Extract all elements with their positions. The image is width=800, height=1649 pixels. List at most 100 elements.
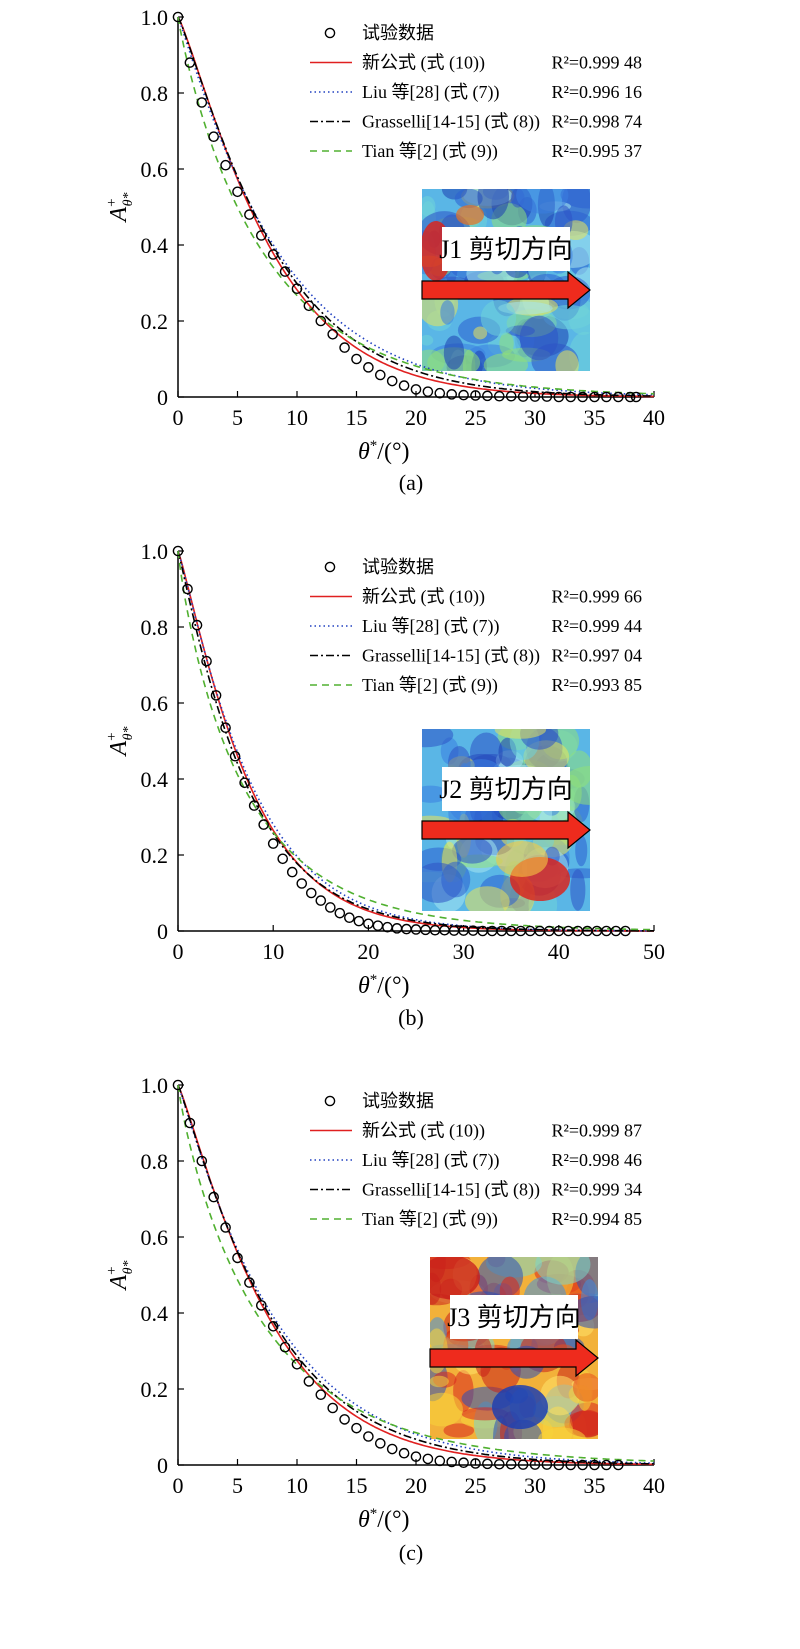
- x-tick-label: 15: [346, 405, 368, 430]
- y-tick-label: 0.6: [141, 1225, 169, 1250]
- data-point: [482, 390, 493, 402]
- data-point: [229, 750, 241, 762]
- data-point: [505, 390, 517, 402]
- data-point: [244, 1277, 255, 1288]
- legend-r2: R²=0.999 48: [551, 53, 642, 73]
- legend-label: 新公式 (式 (10)): [362, 53, 485, 74]
- data-point: [410, 924, 422, 935]
- legend-r2: R²=0.997 04: [551, 646, 642, 666]
- y-tick-label: 1.0: [141, 5, 169, 30]
- data-point: [220, 1222, 231, 1233]
- data-point: [267, 249, 279, 260]
- data-point: [398, 380, 410, 391]
- y-tick-label: 0.4: [141, 1301, 169, 1326]
- x-tick-label: 5: [232, 1473, 243, 1498]
- data-point: [220, 722, 231, 734]
- data-point: [315, 1389, 327, 1400]
- legend-label: Tian 等[2] (式 (9)): [362, 141, 498, 162]
- legend-marker: [324, 27, 336, 39]
- data-point: [553, 391, 565, 403]
- legend-r2: R²=0.999 44: [551, 616, 642, 636]
- panel-label: (c): [399, 1540, 423, 1565]
- y-tick-label: 0: [157, 385, 168, 410]
- legend-label: Grasselli[14-15] (式 (8)): [362, 112, 540, 133]
- series-line-2: [177, 550, 654, 932]
- data-point: [232, 186, 243, 198]
- inset-label-box: [442, 227, 570, 271]
- data-point: [529, 391, 541, 402]
- data-point: [458, 389, 469, 401]
- data-point: [303, 300, 315, 312]
- data-point: [470, 390, 481, 401]
- data-point: [334, 907, 346, 919]
- data-point: [351, 1422, 362, 1434]
- x-tick-label: 25: [465, 1473, 487, 1498]
- data-point: [386, 1443, 398, 1455]
- data-point: [529, 1459, 541, 1470]
- x-tick-label: 5: [232, 405, 243, 430]
- data-point: [184, 1117, 196, 1129]
- data-point: [286, 866, 298, 878]
- data-point: [420, 924, 431, 936]
- data-point: [410, 384, 422, 395]
- series-line-4: [177, 1084, 654, 1462]
- legend-r2: R²=0.999 87: [551, 1121, 642, 1141]
- legend-label: Tian 等[2] (式 (9)): [362, 675, 498, 696]
- data-point: [517, 391, 529, 402]
- inset-surface-map: J3 剪切方向: [429, 1257, 599, 1439]
- data-point: [401, 923, 412, 935]
- data-point: [374, 369, 386, 381]
- x-tick-label: 15: [346, 1473, 368, 1498]
- series-line-2: [177, 16, 655, 396]
- x-tick-label: 10: [286, 405, 308, 430]
- data-point: [553, 1459, 565, 1471]
- x-tick-label: 35: [584, 405, 606, 430]
- legend-label: Liu 等[28] (式 (7)): [362, 616, 499, 637]
- data-point: [577, 1459, 588, 1471]
- x-axis-title: θ*/(°): [358, 972, 410, 999]
- x-tick-label: 40: [643, 405, 665, 430]
- x-tick-label: 40: [548, 939, 570, 964]
- legend-label: Grasselli[14-15] (式 (8)): [362, 646, 540, 667]
- data-point: [277, 853, 289, 865]
- panel-label: (a): [399, 470, 423, 495]
- x-tick-label: 10: [286, 1473, 308, 1498]
- data-point: [327, 1402, 339, 1414]
- data-point: [279, 1341, 291, 1353]
- y-axis-title: A+θ*: [104, 192, 136, 223]
- data-point: [601, 1459, 612, 1471]
- data-point: [439, 924, 450, 936]
- shear-direction-arrow: [421, 810, 591, 850]
- data-point: [248, 800, 260, 811]
- data-point: [305, 887, 317, 899]
- legend-label: 试验数据: [362, 23, 434, 43]
- y-tick-label: 0.8: [141, 81, 169, 106]
- chart-panel-3: 0 5 10 15 20 25 30 35 40 0 0.2 0.4 0.6 0.8 1.0 θ*/(°) A+…: [104, 1073, 665, 1565]
- data-point: [291, 283, 303, 295]
- y-axis-title: A+θ*: [104, 726, 136, 757]
- data-point: [172, 1079, 184, 1091]
- legend-label: 新公式 (式 (10)): [362, 1121, 485, 1142]
- data-point: [344, 912, 355, 924]
- legend-r2: R²=0.996 16: [551, 82, 642, 102]
- data-point: [296, 878, 308, 889]
- data-point: [327, 328, 339, 340]
- x-tick-label: 30: [453, 939, 475, 964]
- data-point: [386, 375, 398, 387]
- y-tick-label: 0.4: [141, 233, 169, 258]
- panel-label: (b): [398, 1005, 424, 1030]
- x-tick-label: 50: [643, 939, 665, 964]
- data-point: [505, 1458, 517, 1470]
- inset-label: J3 剪切方向: [447, 1303, 581, 1332]
- data-point: [422, 386, 434, 397]
- data-point: [279, 266, 291, 277]
- y-tick-label: 0.8: [141, 615, 169, 640]
- legend-r2: R²=0.993 85: [551, 675, 642, 695]
- data-point: [255, 230, 267, 241]
- data-point: [339, 342, 350, 353]
- data-point: [208, 1191, 219, 1203]
- data-point: [620, 925, 631, 937]
- y-tick-label: 1.0: [141, 1073, 169, 1098]
- data-point: [291, 1359, 303, 1370]
- data-point: [267, 1321, 279, 1332]
